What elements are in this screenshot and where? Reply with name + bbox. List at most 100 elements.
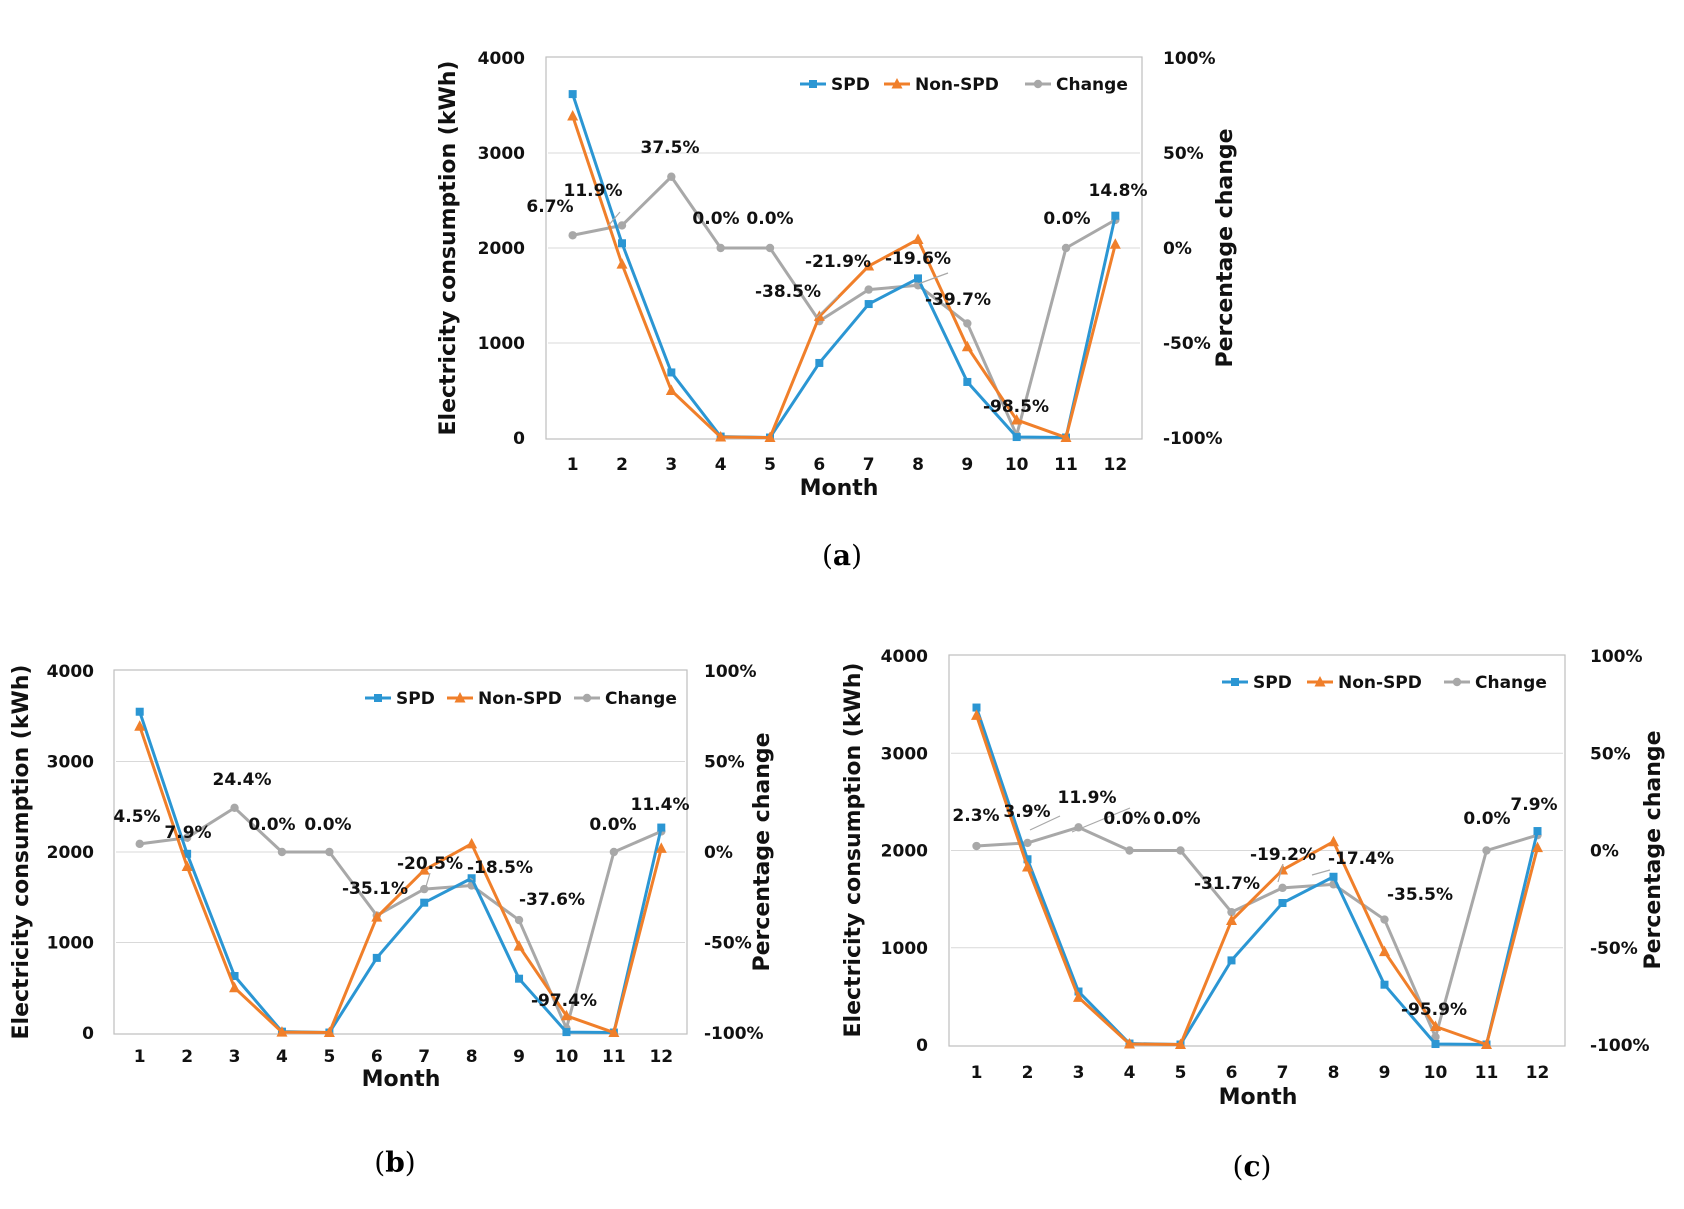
- legend-item-change: Change: [1025, 75, 1128, 95]
- data-point-marker: [1431, 1032, 1440, 1042]
- y-tick-label: 1000: [47, 934, 94, 954]
- y-tick-label: 3000: [478, 144, 525, 164]
- plot-frame: [545, 56, 1143, 440]
- data-point-marker: [1012, 433, 1021, 442]
- data-point-marker: [655, 842, 667, 853]
- y2-tick-label: 100%: [1590, 647, 1643, 667]
- data-point-marker: [183, 849, 192, 858]
- x-tick-label: 3: [1073, 1063, 1085, 1083]
- data-label: 2.3%: [952, 806, 999, 826]
- legend-item-change: Change: [574, 689, 677, 709]
- legend-item-non-spd: Non-SPD: [447, 689, 562, 709]
- label-leader-line: [815, 295, 839, 319]
- label-leader-line: [1029, 815, 1061, 831]
- x-tick-label: 5: [764, 455, 776, 475]
- series-spd: [568, 90, 1120, 442]
- x-tick-label: 8: [912, 455, 924, 475]
- data-point-marker: [372, 953, 381, 962]
- data-point-marker: [1430, 1020, 1441, 1032]
- panel-caption: (b): [374, 1146, 415, 1179]
- legend-label: SPD: [396, 689, 435, 709]
- x-tick-label: 6: [1226, 1063, 1238, 1083]
- data-point-marker: [420, 898, 429, 907]
- series-non-spd: [971, 709, 1543, 1050]
- x-tick-label: 1: [971, 1063, 983, 1083]
- data-point-marker: [1277, 863, 1288, 875]
- data-point-marker: [716, 243, 725, 253]
- y2-tick-label: -50%: [704, 934, 752, 954]
- legend-item-spd: SPD: [800, 75, 870, 95]
- data-label: -95.9%: [1401, 1000, 1467, 1020]
- x-tick-label: 1: [134, 1047, 146, 1067]
- data-point-marker: [765, 243, 775, 253]
- data-point-marker: [764, 431, 776, 443]
- data-point-marker: [616, 258, 628, 269]
- y-tick-label: 4000: [478, 49, 525, 69]
- data-point-marker: [972, 703, 981, 712]
- y2-axis-ticks: -100% -50% 0% 50% 100%: [704, 662, 764, 1044]
- data-point-marker: [371, 911, 383, 922]
- data-label: -98.5%: [983, 397, 1049, 417]
- x-axis-ticks: 1 2 3 4 5 6 7 8 9 10 11 12: [134, 1047, 673, 1067]
- data-point-marker: [1023, 855, 1032, 864]
- data-point-marker: [1022, 861, 1033, 872]
- x-axis-ticks: 1 2 3 4 5 6 7 8 9 10 11 12: [971, 1063, 1550, 1083]
- y-tick-label: 4000: [47, 662, 94, 682]
- data-point-marker: [323, 1026, 335, 1038]
- data-point-marker: [568, 231, 577, 240]
- x-tick-label: 11: [1475, 1063, 1499, 1083]
- data-point-marker: [912, 233, 924, 244]
- y2-axis-title: Percentage change: [1213, 128, 1238, 367]
- data-label: -19.6%: [885, 249, 951, 269]
- label-leader-line: [185, 833, 189, 843]
- data-label: 0.0%: [746, 209, 793, 229]
- data-point-marker: [1314, 676, 1326, 687]
- x-tick-label: 4: [715, 455, 727, 475]
- legend-label: Non-SPD: [478, 689, 562, 709]
- y2-axis-title: Percentage change: [1641, 730, 1666, 969]
- data-point-marker: [1482, 846, 1491, 855]
- data-label: 0.0%: [1463, 809, 1510, 829]
- data-point-marker: [418, 864, 430, 875]
- data-point-marker: [1175, 1038, 1186, 1050]
- data-point-marker: [961, 340, 973, 352]
- y-tick-label: 2000: [47, 843, 94, 863]
- data-point-marker: [467, 874, 476, 883]
- data-point-marker: [1380, 915, 1389, 924]
- x-tick-label: 4: [1124, 1063, 1136, 1083]
- x-tick-label: 8: [466, 1047, 478, 1067]
- data-point-marker: [277, 847, 287, 857]
- x-axis-title: Month: [1219, 1085, 1298, 1110]
- data-point-marker: [667, 368, 676, 377]
- x-tick-label: 12: [1103, 455, 1127, 475]
- data-label: 7.9%: [164, 823, 211, 843]
- series-non-spd: [134, 720, 667, 1038]
- data-point-marker: [813, 310, 825, 321]
- data-label: -17.4%: [1328, 849, 1394, 869]
- y2-tick-label: 100%: [1163, 49, 1216, 69]
- data-point-marker: [608, 1026, 620, 1038]
- data-point-marker: [1278, 883, 1287, 893]
- x-tick-label: 9: [961, 455, 973, 475]
- data-label: -20.5%: [397, 854, 463, 874]
- data-point-marker: [567, 109, 579, 121]
- data-point-marker: [325, 847, 334, 857]
- y-tick-label: 0: [82, 1024, 94, 1044]
- y-tick-label: 2000: [881, 842, 928, 862]
- data-label: 0.0%: [304, 815, 351, 835]
- data-label: 24.4%: [213, 770, 272, 790]
- legend-item-non-spd: Non-SPD: [1307, 673, 1422, 693]
- data-point-marker: [230, 803, 239, 813]
- data-point-marker: [1227, 956, 1236, 965]
- y-tick-label: 3000: [47, 753, 94, 773]
- label-leader-line: [607, 211, 621, 227]
- label-leader-line: [1277, 863, 1284, 883]
- data-point-marker: [864, 300, 873, 309]
- x-tick-label: 7: [418, 1047, 430, 1067]
- legend-label: Change: [605, 689, 677, 709]
- data-point-marker: [1124, 1038, 1135, 1049]
- data-point-marker: [276, 1026, 288, 1037]
- y2-tick-label: -50%: [1590, 939, 1638, 959]
